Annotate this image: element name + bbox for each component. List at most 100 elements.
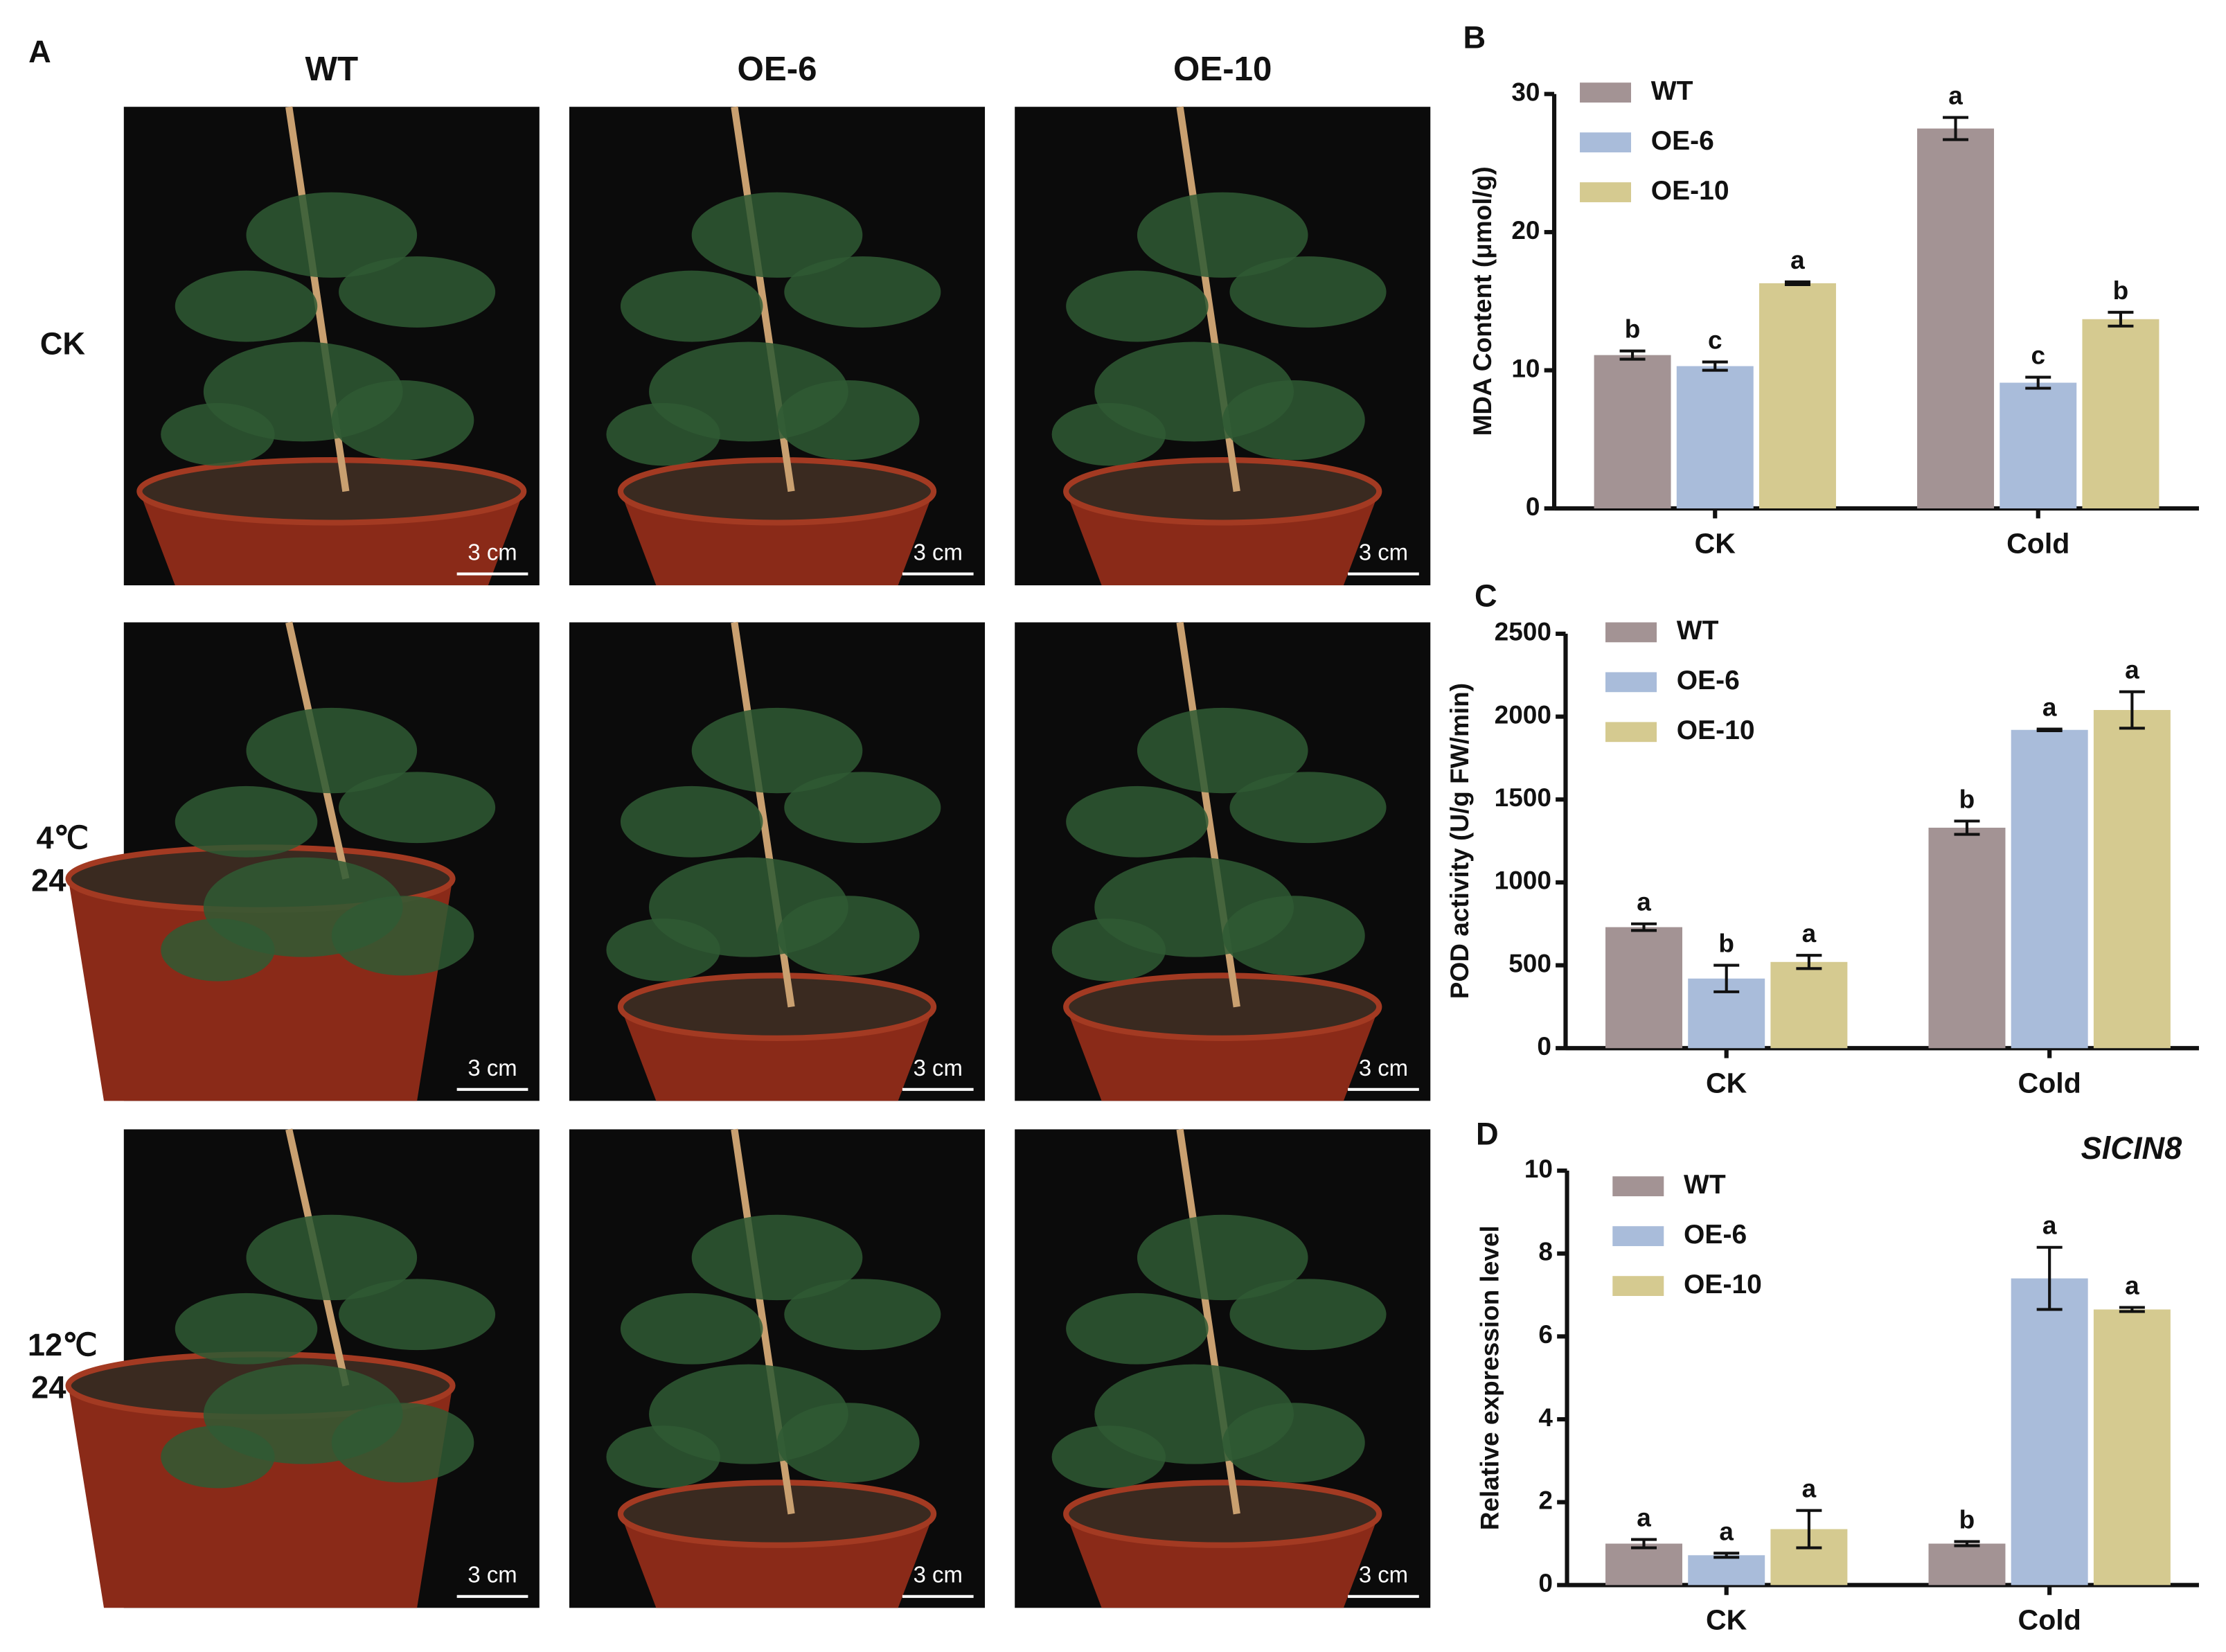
leaf	[777, 896, 920, 976]
bar	[1605, 927, 1682, 1049]
y-tick-label: 2500	[1495, 618, 1551, 646]
leaf	[1051, 1425, 1166, 1489]
leaf	[339, 256, 496, 328]
significance-letter: c	[2031, 341, 2045, 370]
leaf	[175, 785, 318, 858]
leaf	[246, 707, 418, 794]
significance-letter: c	[1708, 326, 1722, 355]
x-tick-label: Cold	[2018, 1604, 2081, 1636]
leaf	[1051, 918, 1166, 982]
legend-label: OE-6	[1677, 666, 1740, 695]
scale-label: 3 cm	[468, 1055, 517, 1081]
column-header: OE-6	[737, 50, 817, 88]
bar	[2011, 1278, 2088, 1586]
leaf	[1137, 707, 1308, 794]
x-tick-label: Cold	[2018, 1067, 2081, 1099]
leaf	[339, 1279, 496, 1351]
leaf	[1051, 402, 1166, 466]
legend-swatch	[1612, 1226, 1664, 1247]
bar	[1605, 1543, 1682, 1586]
y-axis-label: POD activity (U/g FW/min)	[1445, 683, 1474, 999]
panel-label: D	[1476, 1117, 1499, 1152]
panel-label: C	[1475, 578, 1497, 613]
y-axis-label: MDA Content (μmol/g)	[1468, 166, 1497, 436]
leaf	[1066, 785, 1209, 858]
leaf	[161, 918, 275, 982]
y-tick-label: 0	[1526, 492, 1540, 521]
soil	[1063, 1480, 1382, 1548]
bar	[2093, 1309, 2171, 1586]
y-tick-label: 6	[1538, 1320, 1553, 1349]
legend-label: WT	[1677, 616, 1719, 646]
leaf	[691, 192, 863, 278]
y-tick-label: 20	[1511, 216, 1540, 245]
leaf	[1222, 896, 1365, 976]
leaf	[784, 1279, 941, 1351]
legend-label: WT	[1651, 76, 1693, 106]
panel-label: B	[1463, 20, 1486, 55]
bar	[1594, 355, 1671, 509]
bar	[2082, 319, 2160, 509]
significance-letter: b	[2113, 276, 2129, 305]
leaf	[1222, 1403, 1365, 1483]
significance-letter: a	[1802, 919, 1817, 948]
x-tick-label: CK	[1706, 1604, 1747, 1636]
significance-letter: b	[1625, 315, 1641, 344]
y-tick-label: 2000	[1495, 700, 1551, 729]
scale-label: 3 cm	[914, 1562, 963, 1588]
soil	[617, 456, 937, 526]
bar	[2000, 382, 2077, 509]
leaf	[606, 918, 720, 982]
leaf	[1229, 772, 1387, 844]
soil	[136, 456, 527, 526]
row-label: 12℃	[28, 1327, 98, 1362]
row-label: CK	[40, 326, 86, 362]
scale-label: 3 cm	[914, 1055, 963, 1081]
y-tick-label: 0	[1537, 1032, 1551, 1060]
row-label: 4℃	[36, 820, 89, 855]
soil	[1063, 456, 1382, 526]
legend-swatch	[1580, 132, 1632, 152]
significance-letter: b	[1959, 785, 1975, 813]
significance-letter: a	[2042, 1211, 2057, 1240]
leaf	[1229, 256, 1387, 328]
leaf	[1137, 192, 1308, 278]
leaf	[606, 402, 720, 466]
y-tick-label: 0	[1538, 1569, 1553, 1597]
legend-swatch	[1580, 182, 1632, 202]
y-axis-label: Relative expression level	[1475, 1225, 1504, 1530]
soil	[1063, 972, 1382, 1041]
significance-letter: b	[1718, 930, 1734, 958]
bar	[1928, 1543, 2006, 1586]
soil	[617, 1480, 937, 1548]
legend-label: OE-10	[1684, 1270, 1762, 1299]
leaf	[620, 270, 763, 342]
legend-swatch	[1605, 722, 1657, 743]
y-tick-label: 500	[1508, 949, 1551, 977]
leaf	[175, 1293, 318, 1365]
y-tick-label: 10	[1511, 354, 1540, 382]
leaf	[1222, 380, 1365, 461]
leaf	[784, 772, 941, 844]
y-tick-label: 10	[1524, 1155, 1553, 1183]
bar	[2093, 710, 2171, 1049]
y-tick-label: 30	[1511, 78, 1540, 106]
x-tick-label: CK	[1706, 1067, 1747, 1099]
scale-label: 3 cm	[1359, 1055, 1408, 1081]
significance-letter: a	[1948, 82, 1963, 110]
column-header: OE-10	[1173, 50, 1272, 88]
legend-swatch	[1580, 82, 1632, 103]
significance-letter: a	[1802, 1475, 1817, 1503]
scale-label: 3 cm	[1359, 1562, 1408, 1588]
leaf	[691, 1214, 863, 1301]
leaf	[784, 256, 941, 328]
leaf	[1066, 270, 1209, 342]
leaf	[331, 1403, 474, 1483]
scale-label: 3 cm	[1359, 539, 1408, 565]
legend-label: OE-6	[1684, 1220, 1747, 1250]
scale-label: 3 cm	[468, 1562, 517, 1588]
bar	[1928, 827, 2006, 1049]
leaf	[331, 896, 474, 976]
significance-letter: a	[1637, 1504, 1651, 1532]
leaf	[175, 270, 318, 342]
